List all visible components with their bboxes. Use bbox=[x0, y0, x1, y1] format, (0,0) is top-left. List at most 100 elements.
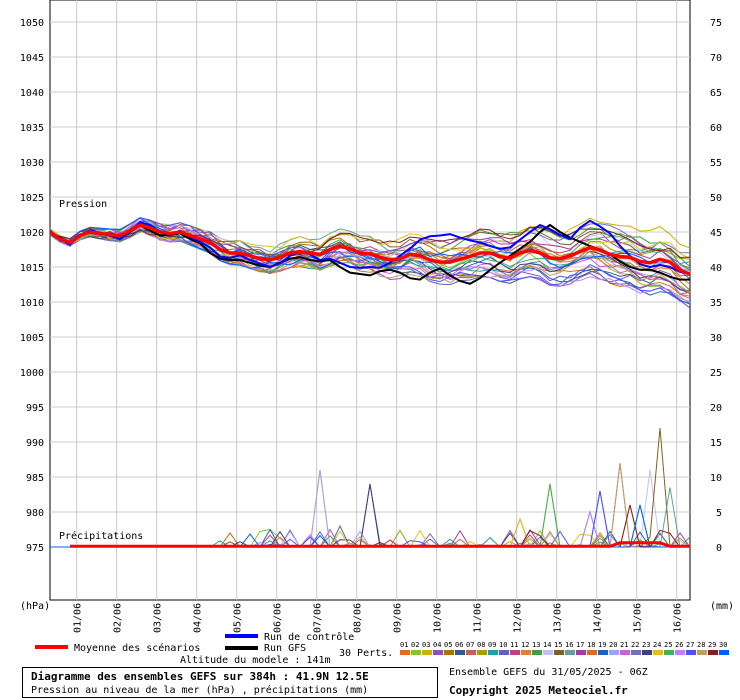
pert-number-03: 03 bbox=[422, 641, 430, 649]
pert-number-17: 17 bbox=[576, 641, 584, 649]
left-axis-unit: (hPa) bbox=[20, 601, 50, 612]
pert-number-22: 22 bbox=[631, 641, 639, 649]
pert-number-13: 13 bbox=[532, 641, 540, 649]
chart-subtitle: Pression au niveau de la mer (hPa) , pré… bbox=[31, 685, 369, 696]
left-tick-label: 1040 bbox=[20, 88, 44, 99]
pert-swatch-21 bbox=[620, 650, 630, 655]
pressure-section-label: Pression bbox=[59, 199, 107, 210]
model-altitude: Altitude du modele : 141m bbox=[180, 655, 331, 666]
right-axis-unit: (mm) bbox=[710, 601, 734, 612]
left-tick-label: 980 bbox=[26, 508, 44, 519]
left-tick-label: 985 bbox=[26, 473, 44, 484]
pert-swatch-14 bbox=[543, 650, 553, 655]
legend-perts-label: 30 Perts. bbox=[339, 648, 393, 659]
chart-title: Diagramme des ensembles GEFS sur 384h : … bbox=[31, 670, 369, 683]
pert-swatch-16 bbox=[565, 650, 575, 655]
left-tick-label: 1035 bbox=[20, 123, 44, 134]
right-tick-label: 65 bbox=[710, 88, 722, 99]
x-tick-label: 01/06 bbox=[73, 603, 84, 633]
pert-swatch-27 bbox=[686, 650, 696, 655]
left-tick-label: 1000 bbox=[20, 368, 44, 379]
left-tick-label: 995 bbox=[26, 403, 44, 414]
left-axis-ticks: 1050 1045 1040 1035 1030 1025 1020 1015 1010 1005… bbox=[20, 18, 44, 554]
pert-number-24: 24 bbox=[653, 641, 661, 649]
pert-number-14: 14 bbox=[543, 641, 551, 649]
pert-number-18: 18 bbox=[587, 641, 595, 649]
pert-number-08: 08 bbox=[477, 641, 485, 649]
left-tick-label: 1045 bbox=[20, 53, 44, 64]
run-info: Ensemble GEFS du 31/05/2025 - 06Z Copyri… bbox=[449, 667, 739, 698]
x-tick-label: 08/06 bbox=[353, 603, 364, 633]
left-tick-label: 1010 bbox=[20, 298, 44, 309]
pert-swatch-11 bbox=[510, 650, 520, 655]
gfs-series-line bbox=[49, 223, 690, 285]
pert-number-20: 20 bbox=[609, 641, 617, 649]
pert-swatch-15 bbox=[554, 650, 564, 655]
pert-number-09: 09 bbox=[488, 641, 496, 649]
right-tick-label: 20 bbox=[710, 403, 722, 414]
ensemble-run-date: Ensemble GEFS du 31/05/2025 - 06Z bbox=[449, 667, 648, 678]
x-tick-label: 04/06 bbox=[193, 603, 204, 633]
precip-mean-line bbox=[70, 541, 690, 548]
pert-swatch-24 bbox=[653, 650, 663, 655]
right-tick-label: 5 bbox=[716, 508, 722, 519]
pert-number-30: 30 bbox=[719, 641, 727, 649]
pert-swatch-25 bbox=[664, 650, 674, 655]
left-tick-label: 1050 bbox=[20, 18, 44, 29]
pert-swatch-10 bbox=[499, 650, 509, 655]
right-tick-label: 70 bbox=[710, 53, 722, 64]
pert-swatch-12 bbox=[521, 650, 531, 655]
perturbation-legend: 01 02 03 04 05 06 07 08 09 10 11 12 13 14 15 16 17 18 19 20… bbox=[400, 641, 729, 655]
pert-swatch-28 bbox=[697, 650, 707, 655]
right-tick-label: 15 bbox=[710, 438, 722, 449]
x-tick-label: 09/06 bbox=[393, 603, 404, 633]
right-tick-label: 50 bbox=[710, 193, 722, 204]
precip-section-label: Précipitations bbox=[59, 530, 143, 542]
pert-swatch-07 bbox=[466, 650, 476, 655]
pert-swatch-18 bbox=[587, 650, 597, 655]
pert-swatch-02 bbox=[411, 650, 421, 655]
pert-swatch-20 bbox=[609, 650, 619, 655]
pert-swatch-19 bbox=[598, 650, 608, 655]
pert-line-27 bbox=[49, 217, 691, 309]
pert-number-10: 10 bbox=[499, 641, 507, 649]
right-tick-label: 45 bbox=[710, 228, 722, 239]
pert-number-25: 25 bbox=[664, 641, 672, 649]
right-tick-label: 55 bbox=[710, 158, 722, 169]
pert-swatch-22 bbox=[631, 650, 641, 655]
pert-number-11: 11 bbox=[510, 641, 518, 649]
pert-swatch-04 bbox=[433, 650, 443, 655]
pert-number-28: 28 bbox=[697, 641, 705, 649]
left-tick-label: 1005 bbox=[20, 333, 44, 344]
pert-swatch-05 bbox=[444, 650, 454, 655]
x-tick-label: 15/06 bbox=[633, 603, 644, 633]
pert-number-29: 29 bbox=[708, 641, 716, 649]
x-tick-label: 05/06 bbox=[233, 603, 244, 633]
right-tick-label: 10 bbox=[710, 473, 722, 484]
right-tick-label: 40 bbox=[710, 263, 722, 274]
left-tick-label: 1025 bbox=[20, 193, 44, 204]
pert-number-21: 21 bbox=[620, 641, 628, 649]
pert-swatch-06 bbox=[455, 650, 465, 655]
pert-number-19: 19 bbox=[598, 641, 606, 649]
pert-swatch-29 bbox=[708, 650, 718, 655]
right-tick-label: 35 bbox=[710, 298, 722, 309]
pert-swatch-17 bbox=[576, 650, 586, 655]
right-tick-label: 0 bbox=[716, 543, 722, 554]
pert-swatch-09 bbox=[488, 650, 498, 655]
pert-swatch-13 bbox=[532, 650, 542, 655]
legend: Run de contrôle Run GFS Moyenne des scén… bbox=[35, 631, 729, 659]
right-tick-label: 30 bbox=[710, 333, 722, 344]
legend-mean-label: Moyenne des scénarios bbox=[74, 642, 200, 654]
legend-gfs-label: Run GFS bbox=[264, 643, 306, 654]
pert-number-12: 12 bbox=[521, 641, 529, 649]
x-tick-label: 12/06 bbox=[513, 603, 524, 633]
x-tick-label: 11/06 bbox=[473, 603, 484, 633]
pert-number-06: 06 bbox=[455, 641, 463, 649]
pert-number-04: 04 bbox=[433, 641, 441, 649]
left-tick-label: 1020 bbox=[20, 228, 44, 239]
pert-number-23: 23 bbox=[642, 641, 650, 649]
pert-swatch-03 bbox=[422, 650, 432, 655]
x-tick-label: 16/06 bbox=[673, 603, 684, 633]
